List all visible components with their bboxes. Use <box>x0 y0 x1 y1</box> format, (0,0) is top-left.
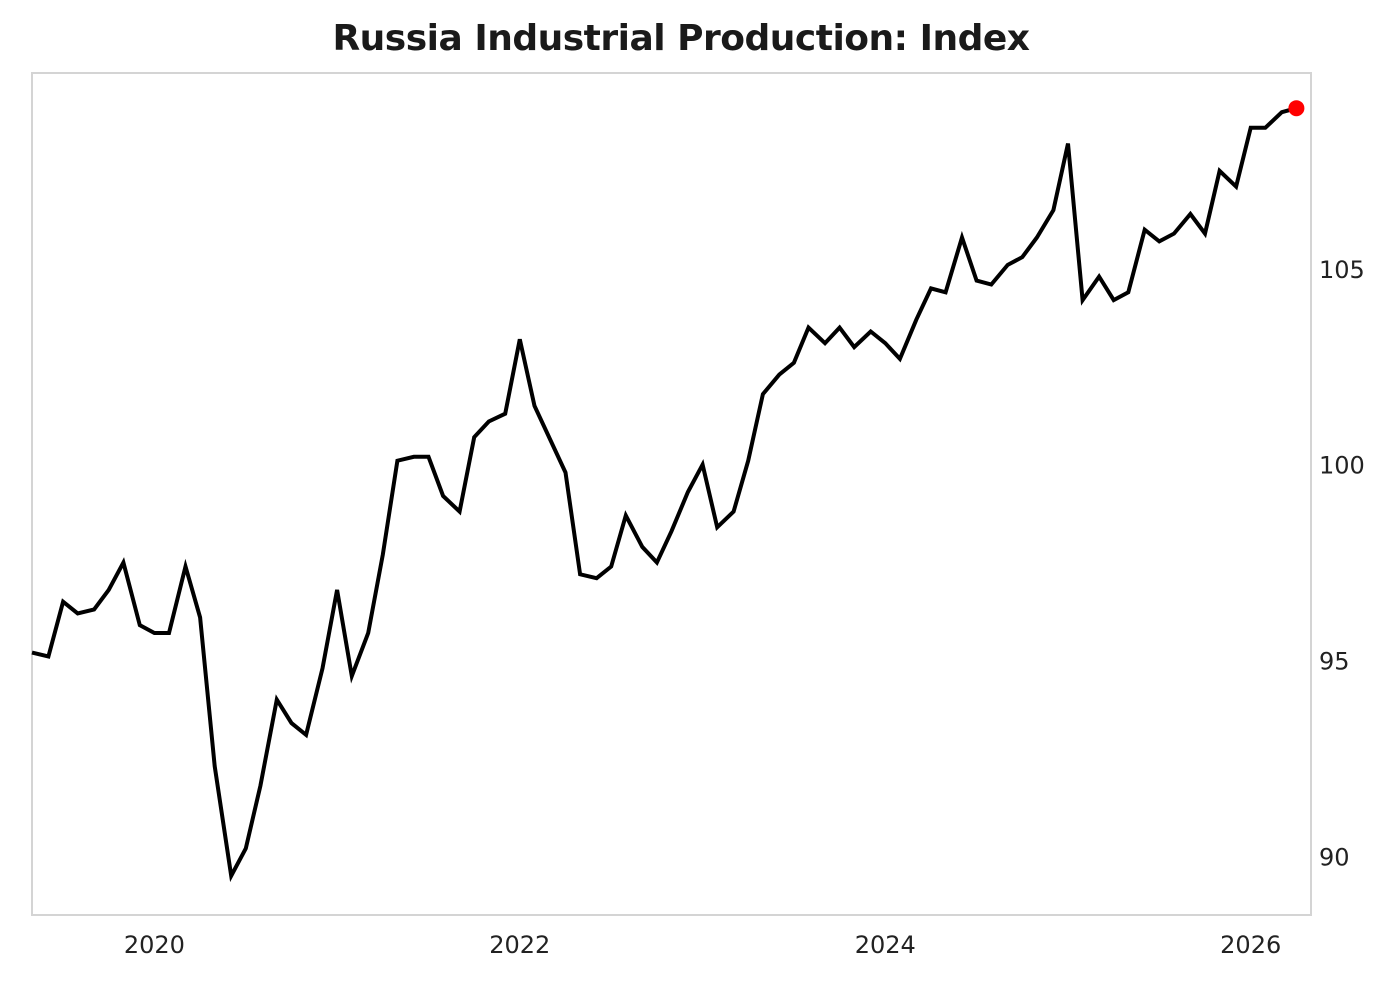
y-axis-ticks: 90 95 100 105 <box>1319 256 1365 872</box>
y-tick-label: 90 <box>1319 843 1350 871</box>
x-tick-label: 2022 <box>489 931 550 959</box>
x-tick-label: 2026 <box>1220 931 1281 959</box>
y-tick-label: 95 <box>1319 647 1350 675</box>
chart-title: Russia Industrial Production: Index <box>332 18 1030 59</box>
x-tick-label: 2024 <box>855 931 916 959</box>
x-axis-ticks: 2020 2022 2024 2026 <box>124 931 1281 959</box>
y-tick-label: 100 <box>1319 452 1365 480</box>
last-data-point <box>1288 100 1305 117</box>
x-tick-label: 2020 <box>124 931 185 959</box>
plot-frame <box>31 72 1312 916</box>
y-tick-label: 105 <box>1319 256 1365 284</box>
series-line <box>31 106 1297 883</box>
